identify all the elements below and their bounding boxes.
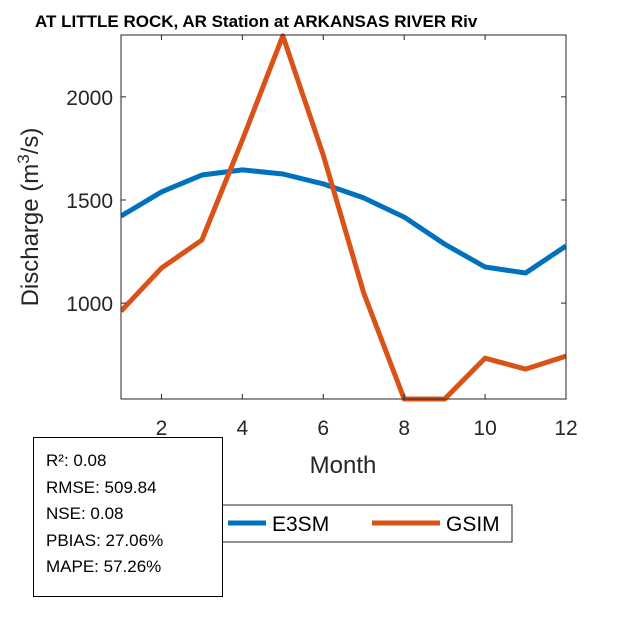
legend: E3SM GSIM [221, 504, 513, 543]
legend-label-e3sm: E3SM [272, 513, 329, 536]
y-tick-label: 1000 [66, 293, 113, 316]
stat-r2: R²: 0.08 [46, 451, 107, 470]
x-tick-label: 8 [398, 417, 410, 440]
chart-title: AT LITTLE ROCK, AR Station at ARKANSAS R… [35, 12, 478, 31]
x-tick-label: 6 [317, 417, 329, 440]
x-axis-label: Month [310, 452, 377, 479]
series-line-gsim [121, 33, 566, 402]
stat-mape: MAPE: 57.26% [46, 557, 162, 576]
stat-nse: NSE: 0.08 [46, 504, 124, 523]
legend-label-gsim: GSIM [446, 513, 500, 536]
stats-box: R²: 0.08 RMSE: 509.84 NSE: 0.08 PBIAS: 2… [33, 437, 223, 597]
y-tick-label: 2000 [66, 87, 113, 110]
plot-frame [120, 34, 567, 400]
y-axis-label: Discharge (m3/s) [14, 128, 44, 307]
x-tick-label: 12 [554, 417, 577, 440]
x-tick-label: 10 [473, 417, 496, 440]
y-tick-label: 1500 [66, 190, 113, 213]
stat-pbias: PBIAS: 27.06% [46, 530, 164, 550]
x-tick-label: 2 [156, 417, 168, 440]
series-line-e3sm [121, 167, 566, 276]
x-tick-label: 4 [237, 417, 249, 440]
stat-rmse: RMSE: 509.84 [46, 477, 157, 497]
